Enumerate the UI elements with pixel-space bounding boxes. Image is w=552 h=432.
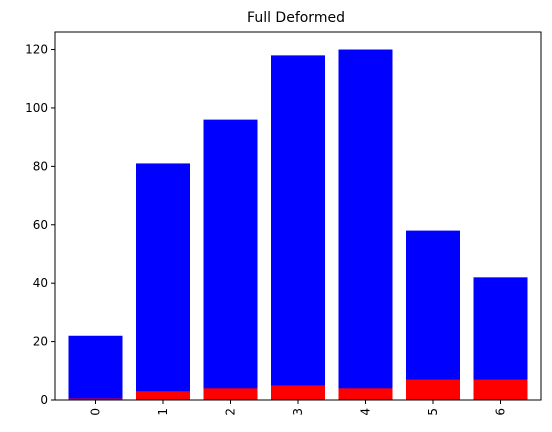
chart-title: Full Deformed xyxy=(247,10,345,26)
bar-red-3 xyxy=(271,385,325,400)
y-tick-label-0: 0 xyxy=(40,393,48,407)
bar-blue-6 xyxy=(473,277,528,400)
bar-red-1 xyxy=(136,391,190,400)
y-tick-label-40: 40 xyxy=(33,276,48,290)
y-tick-label-120: 120 xyxy=(25,43,48,57)
bar-blue-0 xyxy=(68,335,123,400)
y-tick-label-20: 20 xyxy=(33,335,48,349)
bar-red-6 xyxy=(473,379,528,400)
x-tick-label-1: 1 xyxy=(156,408,170,416)
bar-blue-5 xyxy=(406,230,460,400)
bar-red-0 xyxy=(68,398,123,400)
bar-red-2 xyxy=(203,388,258,400)
bar-blue-4 xyxy=(338,49,393,401)
x-tick-label-6: 6 xyxy=(494,408,508,416)
x-tick-label-5: 5 xyxy=(426,408,440,416)
x-tick-label-4: 4 xyxy=(359,408,373,416)
bar-red-5 xyxy=(406,379,460,400)
y-tick-label-80: 80 xyxy=(33,159,48,173)
bar-blue-2 xyxy=(203,119,258,401)
axes-layer: 0 20 40 60 80 100 120 0 1 2 3 4 5 6 xyxy=(25,31,542,416)
y-tick-label-60: 60 xyxy=(33,218,48,232)
bars-layer xyxy=(68,49,528,401)
bar-blue-3 xyxy=(271,55,325,401)
x-tick-label-3: 3 xyxy=(291,408,305,416)
bar-red-4 xyxy=(338,388,393,400)
x-tick-label-2: 2 xyxy=(224,408,238,416)
x-tick-label-0: 0 xyxy=(89,408,103,416)
y-tick-label-100: 100 xyxy=(25,101,48,115)
bar-blue-1 xyxy=(136,163,190,400)
